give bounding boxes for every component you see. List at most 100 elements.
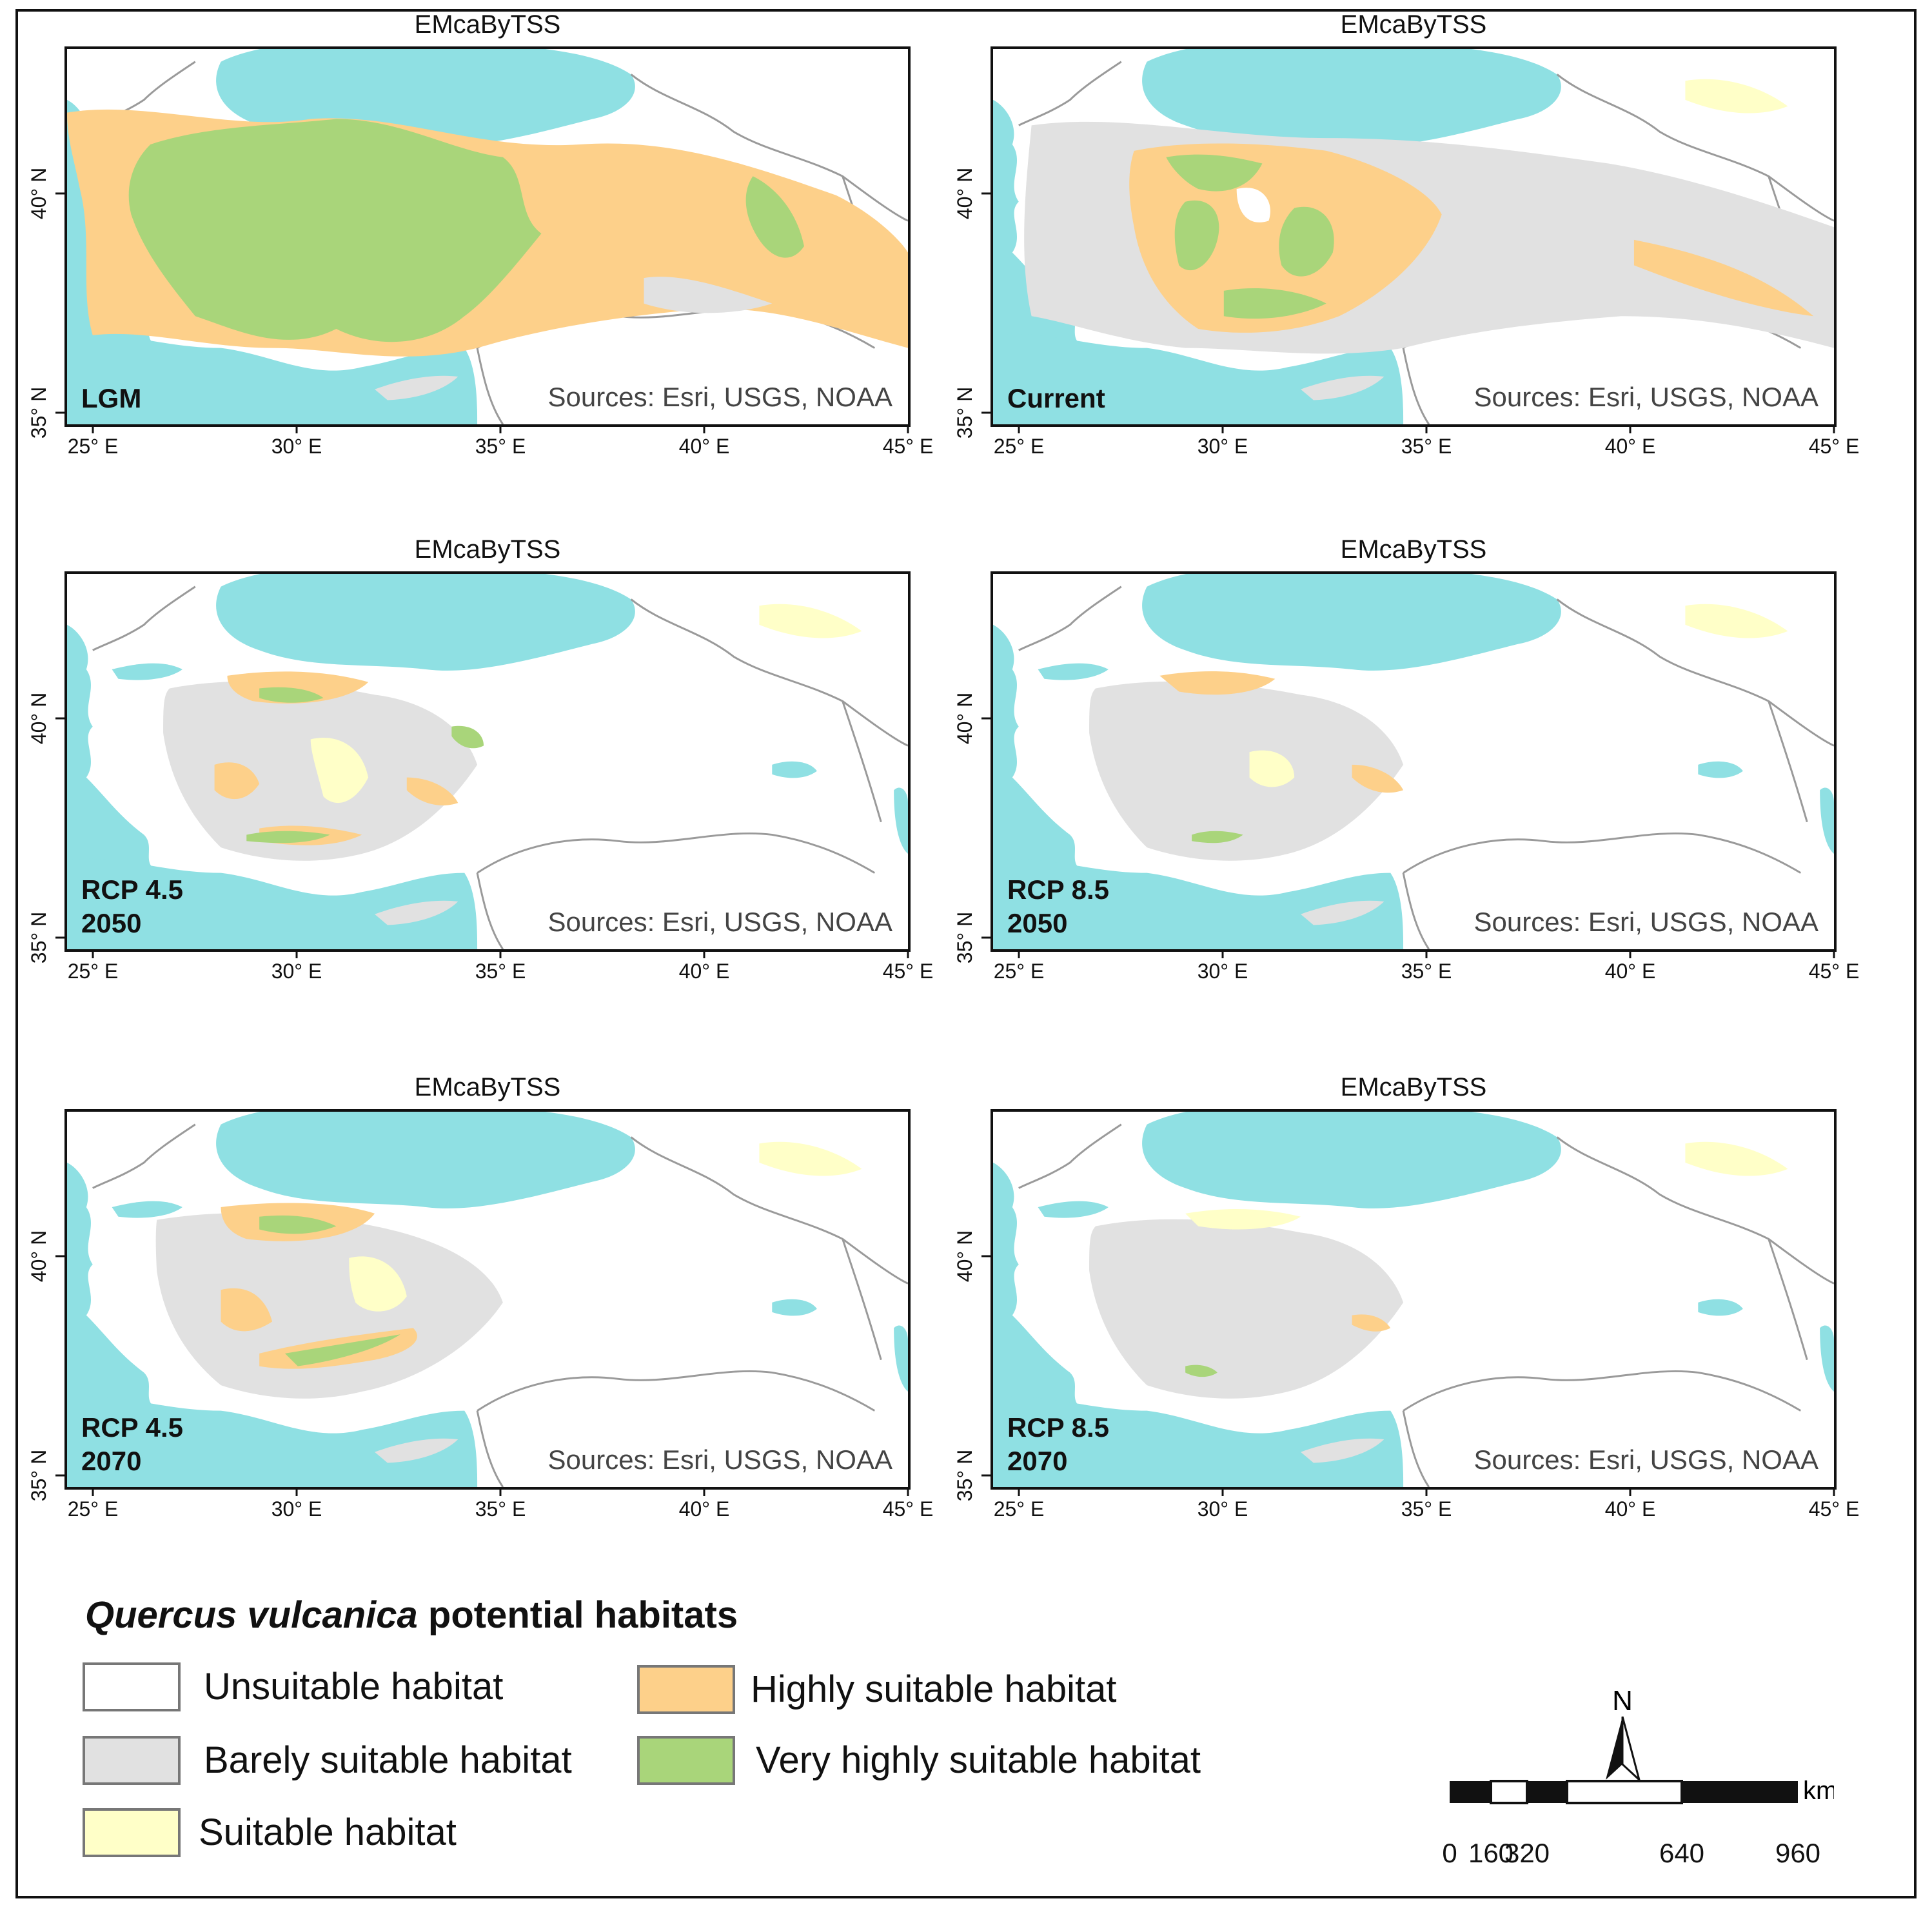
y-tick-mark xyxy=(55,936,64,939)
x-tick-label: 40° E xyxy=(1604,960,1656,983)
y-tick-mark xyxy=(55,717,64,720)
x-tick-label: 35° E xyxy=(1401,960,1452,983)
x-tick-label: 25° E xyxy=(67,1497,119,1521)
panel-title: EMcaByTSS xyxy=(414,1073,561,1101)
scale-label: 160 xyxy=(1468,1838,1514,1868)
habitat-map xyxy=(67,1112,908,1487)
x-tick-label: 40° E xyxy=(1604,1497,1656,1521)
y-tick-label: 35° N xyxy=(27,386,50,439)
legend-swatch xyxy=(83,1808,181,1857)
x-tick-label: 30° E xyxy=(1197,1497,1248,1521)
x-tick-label: 45° E xyxy=(1808,435,1860,458)
legend-swatch xyxy=(637,1736,735,1785)
x-tick-label: 25° E xyxy=(993,1497,1045,1521)
scale-unit: km xyxy=(1803,1777,1834,1805)
scale-segments xyxy=(1450,1780,1798,1804)
x-tick-mark xyxy=(1629,426,1631,433)
x-tick-label: 30° E xyxy=(271,1497,322,1521)
y-tick-mark xyxy=(55,1255,64,1257)
x-tick-label: 25° E xyxy=(67,435,119,458)
x-tick-mark xyxy=(703,951,705,958)
map-panel-rcp45-2070: EMcaByTSS RCP 4.5 2070 Sources: Esri, US… xyxy=(0,1063,929,1579)
x-tick-mark xyxy=(1221,951,1224,958)
x-tick-mark xyxy=(1018,426,1020,433)
x-tick-mark xyxy=(295,1488,298,1496)
habitat-map xyxy=(993,1112,1834,1487)
habitat-map xyxy=(993,49,1834,424)
legend-title-suffix: potential habitats xyxy=(417,1594,738,1636)
panel-title: EMcaByTSS xyxy=(1340,535,1487,564)
map-panel-rcp45-2050: EMcaByTSS RCP 4.5 2050 Sources: Esri, US… xyxy=(0,525,929,1041)
y-tick-label: 35° N xyxy=(953,386,976,439)
scale-label: 0 xyxy=(1442,1838,1457,1868)
legend-label: Unsuitable habitat xyxy=(204,1666,504,1708)
map-sources-credit: Sources: Esri, USGS, NOAA xyxy=(1474,907,1819,937)
x-tick-mark xyxy=(499,951,502,958)
scale-label: 320 xyxy=(1504,1838,1550,1868)
x-tick-mark xyxy=(1221,1488,1224,1496)
x-tick-mark xyxy=(703,426,705,433)
x-tick-label: 35° E xyxy=(475,435,526,458)
y-tick-label: 40° N xyxy=(27,1230,50,1283)
species-name: Quercus vulcanica xyxy=(85,1594,418,1636)
map-area: RCP 4.5 2050 Sources: Esri, USGS, NOAA xyxy=(64,571,911,952)
x-tick-mark xyxy=(1425,426,1428,433)
map-sources-credit: Sources: Esri, USGS, NOAA xyxy=(547,1444,892,1475)
period-label: Current xyxy=(1007,383,1105,413)
x-tick-mark xyxy=(907,951,909,958)
legend-label: Very highly suitable habitat xyxy=(756,1739,1201,1781)
legend-title: Quercus vulcanica potential habitats xyxy=(85,1593,738,1638)
panel-title: EMcaByTSS xyxy=(1340,1073,1487,1101)
x-tick-label: 45° E xyxy=(882,960,934,983)
y-tick-label: 35° N xyxy=(27,1449,50,1502)
x-tick-mark xyxy=(92,951,94,958)
habitat-map xyxy=(67,49,908,424)
y-tick-label: 40° N xyxy=(953,167,976,220)
x-tick-label: 25° E xyxy=(993,435,1045,458)
x-tick-label: 45° E xyxy=(1808,1497,1860,1521)
x-tick-mark xyxy=(92,1488,94,1496)
period-label: LGM xyxy=(81,383,142,413)
x-tick-mark xyxy=(1425,1488,1428,1496)
x-tick-mark xyxy=(1018,951,1020,958)
y-tick-mark xyxy=(981,192,991,195)
y-tick-label: 35° N xyxy=(953,1449,976,1502)
x-tick-mark xyxy=(295,951,298,958)
legend-label: Barely suitable habitat xyxy=(204,1739,572,1781)
x-tick-label: 45° E xyxy=(882,435,934,458)
map-sources-credit: Sources: Esri, USGS, NOAA xyxy=(1474,382,1819,412)
panel-title: EMcaByTSS xyxy=(414,10,561,39)
x-tick-label: 30° E xyxy=(271,960,322,983)
x-tick-label: 40° E xyxy=(1604,435,1656,458)
period-label: RCP 4.5 2050 xyxy=(81,874,183,938)
figure-frame xyxy=(15,9,1917,1898)
legend-item-highly-suitable: Highly suitable habitat xyxy=(637,1662,1116,1717)
y-tick-label: 35° N xyxy=(953,911,976,964)
map-sources-credit: Sources: Esri, USGS, NOAA xyxy=(1474,1444,1819,1475)
scale-label: 640 xyxy=(1659,1838,1705,1868)
legend-item-barely-suitable: Barely suitable habitat xyxy=(83,1733,572,1788)
map-panel-rcp85-2050: EMcaByTSS RCP 8.5 2050 Sources: Esri, US… xyxy=(926,525,1855,1041)
x-tick-label: 40° E xyxy=(678,1497,730,1521)
scale-label: 960 xyxy=(1775,1838,1821,1868)
x-tick-mark xyxy=(1425,951,1428,958)
panel-title: EMcaByTSS xyxy=(414,535,561,564)
x-tick-mark xyxy=(1018,1488,1020,1496)
y-tick-label: 40° N xyxy=(953,692,976,745)
y-tick-label: 40° N xyxy=(27,167,50,220)
x-tick-mark xyxy=(1833,1488,1835,1496)
x-tick-mark xyxy=(1221,426,1224,433)
y-tick-mark xyxy=(55,192,64,195)
x-tick-mark xyxy=(703,1488,705,1496)
map-sources-credit: Sources: Esri, USGS, NOAA xyxy=(547,907,892,937)
x-tick-mark xyxy=(1833,426,1835,433)
map-sources-credit: Sources: Esri, USGS, NOAA xyxy=(547,382,892,412)
scale-labels: 0 160 320 640 960 xyxy=(1442,1838,1834,1877)
y-tick-mark xyxy=(981,411,991,414)
legend-swatch xyxy=(83,1736,181,1785)
x-tick-label: 35° E xyxy=(1401,435,1452,458)
x-tick-label: 25° E xyxy=(993,960,1045,983)
legend-item-suitable: Suitable habitat xyxy=(83,1806,457,1860)
x-tick-mark xyxy=(907,426,909,433)
x-tick-label: 35° E xyxy=(1401,1497,1452,1521)
